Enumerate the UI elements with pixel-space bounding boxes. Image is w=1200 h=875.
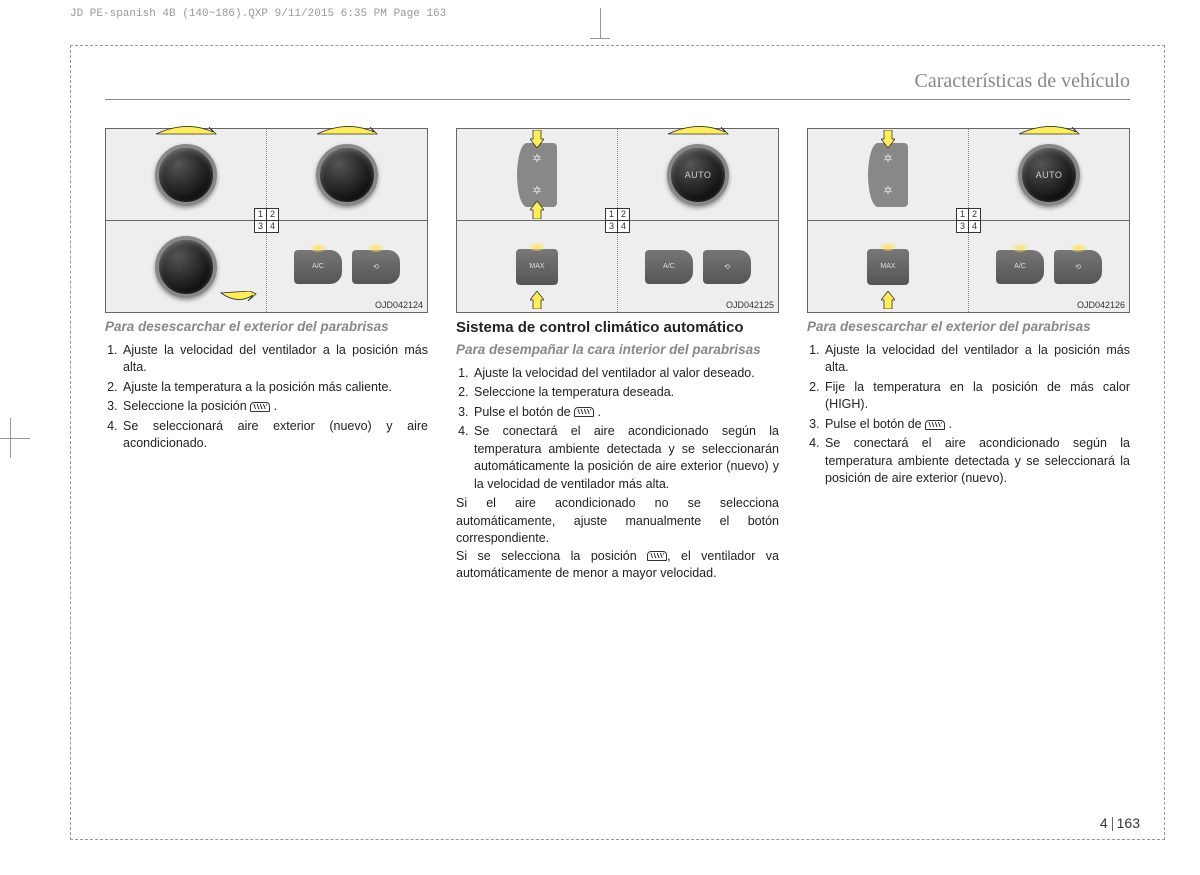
arrow-arc-icon bbox=[218, 290, 258, 302]
figure-2: ✲✲ 1 AUTO 2 3 bbox=[456, 128, 779, 313]
ac-button: A/C bbox=[996, 250, 1044, 284]
arrow-arc-icon bbox=[1014, 123, 1084, 135]
section-subtitle: Para desescarchar el exterior del parabr… bbox=[105, 319, 428, 336]
arrow-up-icon bbox=[881, 291, 895, 309]
figure-3: ✲✲ 1 AUTO 2 3 bbox=[807, 128, 1130, 313]
arrow-arc-icon bbox=[663, 123, 733, 135]
arrow-up-icon bbox=[530, 291, 544, 309]
page-content: Características de vehículo 1 bbox=[105, 70, 1130, 815]
running-title: Características de vehículo bbox=[105, 70, 1130, 93]
list-item: Se conectará el aire acondicionado según… bbox=[823, 435, 1130, 488]
page-number: 4163 bbox=[1100, 815, 1140, 831]
figure-code: OJD042125 bbox=[726, 300, 774, 310]
paragraph: Si se selecciona la posición , el ventil… bbox=[456, 548, 779, 583]
column-2: ✲✲ 1 AUTO 2 3 bbox=[456, 128, 779, 583]
list-item: Fije la temperatura en la posición de má… bbox=[823, 379, 1130, 414]
defrost-icon bbox=[574, 407, 594, 417]
list-item: Se conectará el aire acondicionado según… bbox=[472, 423, 779, 493]
list-item: Seleccione la temperatura deseada. bbox=[472, 384, 779, 402]
arrow-down-icon bbox=[530, 130, 544, 148]
arrow-up-icon bbox=[530, 201, 544, 219]
fan-speed-knob bbox=[155, 144, 217, 206]
list-item: Ajuste la velocidad del ventilador al va… bbox=[472, 365, 779, 383]
arrow-arc-icon bbox=[312, 123, 382, 135]
list-item: Ajuste la velocidad del ventilador a la … bbox=[121, 342, 428, 377]
document-meta: JD PE-spanish 4B (140~186).QXP 9/11/2015… bbox=[70, 8, 446, 20]
list-item: Ajuste la velocidad del ventilador a la … bbox=[823, 342, 1130, 377]
list-item: Seleccione la posición . bbox=[121, 398, 428, 416]
column-1: 1 2 3 bbox=[105, 128, 428, 583]
figure-code: OJD042124 bbox=[375, 300, 423, 310]
cell-badge-4: 4 bbox=[968, 220, 981, 233]
ac-button: A/C bbox=[645, 250, 693, 284]
list-item: Pulse el botón de . bbox=[823, 416, 1130, 434]
section-subtitle: Para desescarchar el exterior del parabr… bbox=[807, 319, 1130, 336]
defrost-icon bbox=[647, 551, 667, 561]
list-item: Ajuste la temperatura a la posición más … bbox=[121, 379, 428, 397]
arrow-down-icon bbox=[881, 130, 895, 148]
defrost-max-button: MAX bbox=[516, 249, 558, 285]
instruction-list: Ajuste la velocidad del ventilador al va… bbox=[456, 365, 779, 494]
recirculation-button: ⟲ bbox=[352, 250, 400, 284]
fan-button: ✲✲ bbox=[517, 143, 557, 207]
columns: 1 2 3 bbox=[105, 128, 1130, 583]
cell-badge-4: 4 bbox=[617, 220, 630, 233]
section-title: Sistema de control climático automático bbox=[456, 319, 779, 338]
figure-1: 1 2 3 bbox=[105, 128, 428, 313]
figure-code: OJD042126 bbox=[1077, 300, 1125, 310]
column-3: ✲✲ 1 AUTO 2 3 bbox=[807, 128, 1130, 583]
crop-mark-top bbox=[600, 8, 601, 38]
arrow-arc-icon bbox=[151, 123, 221, 135]
crop-mark-top-h bbox=[590, 38, 610, 39]
temperature-knob bbox=[316, 144, 378, 206]
section-subtitle: Para desempañar la cara interior del par… bbox=[456, 342, 779, 359]
defrost-max-button: MAX bbox=[867, 249, 909, 285]
fan-button: ✲✲ bbox=[868, 143, 908, 207]
list-item: Se seleccionará aire exterior (nuevo) y … bbox=[121, 418, 428, 453]
defrost-icon bbox=[925, 420, 945, 430]
cell-badge-4: 4 bbox=[266, 220, 279, 233]
defrost-icon bbox=[250, 402, 270, 412]
auto-knob: AUTO bbox=[1018, 144, 1080, 206]
instruction-list: Ajuste la velocidad del ventilador a la … bbox=[807, 342, 1130, 488]
list-item: Pulse el botón de . bbox=[472, 404, 779, 422]
title-rule bbox=[105, 99, 1130, 100]
auto-knob: AUTO bbox=[667, 144, 729, 206]
ac-button: A/C bbox=[294, 250, 342, 284]
recirculation-button: ⟲ bbox=[1054, 250, 1102, 284]
mode-knob bbox=[155, 236, 217, 298]
recirculation-button: ⟲ bbox=[703, 250, 751, 284]
instruction-list: Ajuste la velocidad del ventilador a la … bbox=[105, 342, 428, 453]
paragraph: Si el aire acondicionado no se seleccion… bbox=[456, 495, 779, 548]
